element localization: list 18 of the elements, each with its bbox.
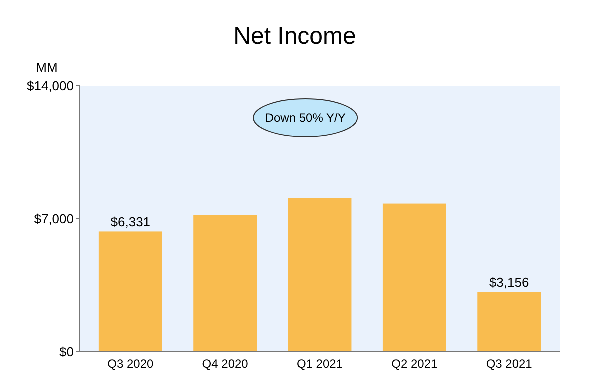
bar <box>98 232 162 352</box>
y-tick-label: $0 <box>60 344 74 360</box>
chart-title: Net Income <box>234 23 356 50</box>
annotation: Down 50% Y/Y <box>265 111 346 126</box>
x-tick-label: Q2 2021 <box>392 357 438 371</box>
y-axis-title: MM <box>36 60 58 75</box>
data-label: $3,156 <box>489 275 530 290</box>
bar <box>288 198 352 352</box>
y-tick-label: $7,000 <box>34 212 74 227</box>
bar <box>194 215 258 352</box>
x-tick-label: Q3 2021 <box>486 357 533 371</box>
x-tick-label: Q3 2020 <box>108 357 154 371</box>
data-label: $6,331 <box>110 214 151 230</box>
bar <box>382 204 446 352</box>
y-tick-label: $14,000 <box>27 78 74 94</box>
x-tick-label: Q1 2021 <box>296 357 344 371</box>
x-tick-label: Q4 2020 <box>202 357 249 371</box>
bar <box>478 292 542 352</box>
